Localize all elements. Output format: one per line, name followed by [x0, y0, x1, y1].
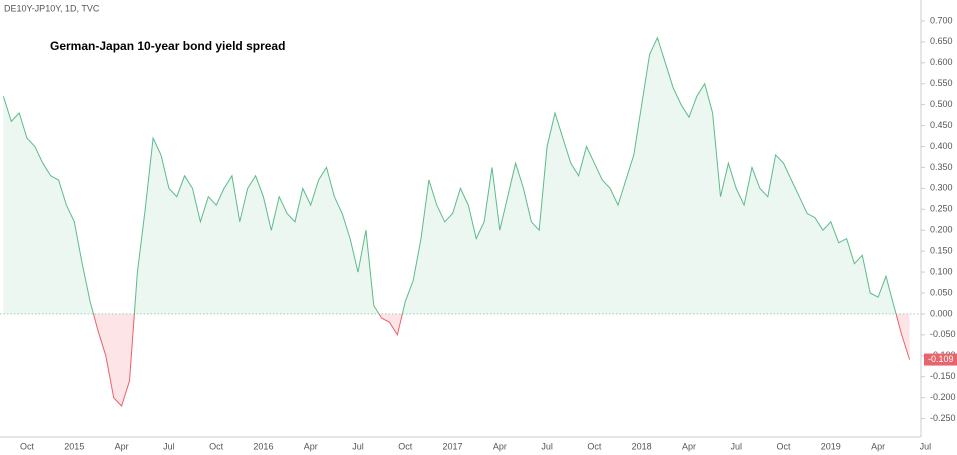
- line: [2, 36, 911, 407]
- y-tick-label: 0.400: [930, 141, 953, 151]
- y-tick-label: 0.050: [930, 287, 953, 297]
- x-tick-label: Apr: [115, 441, 129, 451]
- y-tick-label: -0.150: [930, 371, 956, 381]
- current-value-label: -0.109: [928, 354, 954, 364]
- x-tick-label: Oct: [209, 441, 224, 451]
- x-tick-label: 2017: [443, 441, 463, 451]
- x-tick-label: 2018: [632, 441, 652, 451]
- y-tick-label: 0.700: [930, 15, 953, 25]
- x-tick-label: Jul: [730, 441, 742, 451]
- x-tick-label: Apr: [871, 441, 885, 451]
- x-tick-label: 2016: [253, 441, 273, 451]
- y-tick-label: 0.650: [930, 36, 953, 46]
- x-tick-label: Apr: [682, 441, 696, 451]
- x-tick-label: Jul: [352, 441, 364, 451]
- y-tick-label: 0.300: [930, 183, 953, 193]
- y-tick-label: 0.500: [930, 99, 953, 109]
- y-tick-label: 0.350: [930, 162, 953, 172]
- current-value-box: [924, 353, 957, 366]
- x-tick-label: Jul: [920, 441, 932, 451]
- x-tick-label: 2019: [821, 441, 841, 451]
- y-tick-label: 0.200: [930, 225, 953, 235]
- x-tick-label: Jul: [541, 441, 553, 451]
- y-tick-label: 0.150: [930, 246, 953, 256]
- x-tick-label: 2015: [64, 441, 84, 451]
- y-tick-label: 0.600: [930, 57, 953, 67]
- x-tick-label: Oct: [587, 441, 602, 451]
- y-tick-label: -0.200: [930, 392, 956, 402]
- y-tick-label: 0.000: [930, 308, 953, 318]
- y-tick-label: 0.100: [930, 266, 953, 276]
- x-tick-label: Oct: [20, 441, 35, 451]
- x-tick-label: Apr: [493, 441, 507, 451]
- y-tick-label: -0.050: [930, 329, 956, 339]
- y-tick-label: 0.250: [930, 204, 953, 214]
- chart-title: German-Japan 10-year bond yield spread: [50, 39, 285, 53]
- x-tick-label: Jul: [163, 441, 175, 451]
- y-tick-label: 0.450: [930, 120, 953, 130]
- x-tick-label: Oct: [777, 441, 792, 451]
- chart-header: DE10Y-JP10Y, 1D, TVC: [4, 3, 100, 13]
- area: [3, 37, 910, 406]
- y-tick-label: -0.250: [930, 413, 956, 423]
- x-tick-label: Oct: [398, 441, 413, 451]
- x-tick-label: Apr: [304, 441, 318, 451]
- y-tick-label: 0.550: [930, 78, 953, 88]
